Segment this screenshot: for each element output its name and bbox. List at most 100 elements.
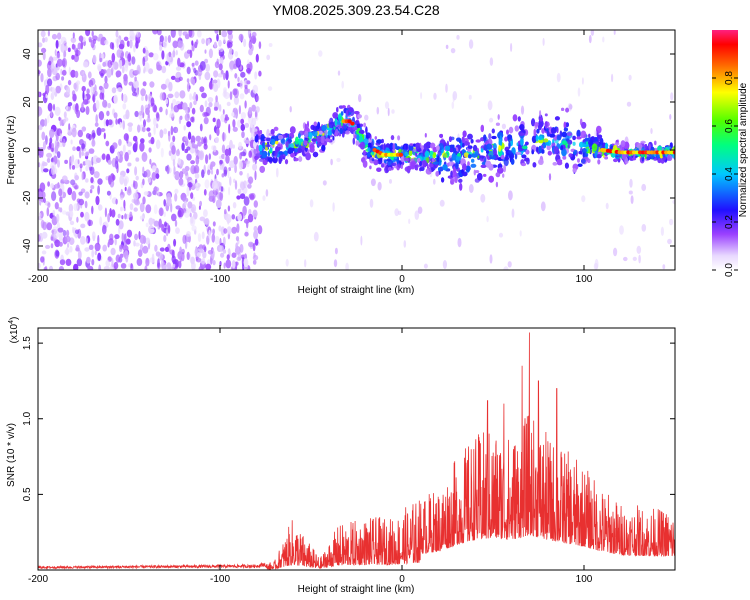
spectrogram-cell bbox=[81, 102, 84, 112]
spectrogram-cell bbox=[124, 151, 129, 162]
spectrogram-cell bbox=[122, 144, 126, 154]
spectrogram-cell bbox=[483, 134, 487, 141]
spectrogram-cell bbox=[672, 199, 675, 205]
spectrogram-cell bbox=[582, 148, 587, 154]
spectrogram-cell bbox=[186, 146, 191, 151]
spectrogram-cell bbox=[248, 39, 253, 50]
spectrogram-cell bbox=[82, 61, 89, 68]
spectrogram-cell bbox=[495, 122, 500, 126]
spectrogram-cell bbox=[117, 151, 120, 160]
spectrogram-cell bbox=[145, 204, 152, 214]
spectrogram-cell bbox=[242, 205, 247, 216]
spectrogram-cell bbox=[467, 133, 473, 140]
spectrogram-cell bbox=[232, 202, 237, 209]
spectrogram-cell bbox=[156, 64, 163, 71]
spectrogram-cell bbox=[289, 143, 294, 149]
spectrogram-cell bbox=[134, 110, 139, 118]
spectrogram-cell bbox=[71, 190, 77, 201]
spectrogram-cell bbox=[203, 138, 207, 144]
spectrogram-cell bbox=[588, 139, 594, 146]
spectrogram-cell bbox=[58, 241, 63, 247]
spectrogram-cell bbox=[226, 254, 230, 260]
spectrogram-cell bbox=[343, 125, 347, 130]
spectrogram-cell bbox=[221, 30, 227, 38]
spectrogram-cell bbox=[74, 70, 79, 78]
spectrogram-cell bbox=[81, 150, 84, 157]
spectrogram-cell bbox=[65, 104, 69, 111]
spectrogram-cell bbox=[140, 95, 144, 101]
spectrogram-cell bbox=[546, 130, 550, 137]
spectrogram-cell bbox=[579, 141, 584, 148]
spectrogram-cell bbox=[248, 241, 254, 248]
spectrogram-cell bbox=[470, 163, 477, 168]
spectrogram-cell bbox=[199, 200, 203, 207]
spectrogram-cell bbox=[49, 128, 55, 138]
spectrogram-cell bbox=[488, 133, 492, 140]
spectrogram-cell bbox=[143, 191, 149, 196]
spectrogram-cell bbox=[73, 203, 78, 212]
spectrogram-cell bbox=[43, 168, 49, 173]
spectrogram-cell bbox=[142, 47, 146, 54]
snr-frame bbox=[37, 327, 676, 571]
spectrogram-cell bbox=[38, 234, 41, 242]
spectrogram-cell bbox=[358, 135, 364, 144]
spectrogram-cell bbox=[127, 186, 132, 194]
spectrogram-cell bbox=[151, 253, 155, 262]
spectrogram-cell bbox=[203, 189, 207, 196]
spectrogram-cell bbox=[195, 145, 198, 154]
spectrogram-cell bbox=[161, 223, 165, 232]
spectrogram-cell bbox=[165, 98, 169, 105]
svg-text:(x104): (x104) bbox=[8, 317, 20, 344]
spectrogram-cell bbox=[123, 73, 128, 82]
spectrogram-cell bbox=[71, 43, 75, 50]
spectrogram-cell bbox=[475, 170, 480, 174]
spectrogram-cell bbox=[121, 232, 125, 242]
spectrogram-cell bbox=[320, 135, 325, 144]
spectrogram-cell bbox=[59, 259, 66, 266]
spectrogram-cell bbox=[65, 247, 69, 256]
spectrogram-cell bbox=[207, 38, 211, 45]
spectrogram-cell bbox=[611, 73, 614, 83]
spectrogram-cell bbox=[159, 92, 165, 101]
spectrogram-cell bbox=[134, 242, 140, 247]
spectrogram-cell bbox=[488, 175, 495, 183]
spectrogram-cell bbox=[486, 215, 489, 223]
spectrogram-cell bbox=[115, 218, 120, 226]
spectrogram-cell bbox=[563, 121, 567, 129]
spectrogram-cell bbox=[671, 153, 675, 159]
spectrogram-cell bbox=[613, 158, 618, 163]
spectrogram-cell bbox=[207, 97, 214, 103]
spectrogram-cell bbox=[148, 68, 154, 75]
spectrogram-cell bbox=[356, 123, 361, 129]
spectrogram-cell bbox=[549, 133, 556, 138]
spectrogram-cell bbox=[50, 243, 54, 249]
spectrogram-cell bbox=[396, 162, 401, 171]
spectrogram-cell bbox=[145, 257, 150, 267]
spectrogram-cell bbox=[206, 235, 210, 245]
spectrogram-cell bbox=[285, 140, 289, 148]
spectrogram-cell bbox=[38, 162, 41, 168]
spectrogram-cell bbox=[501, 123, 506, 130]
spectrogram-cell bbox=[77, 129, 84, 138]
spectrogram-cell bbox=[70, 73, 75, 78]
spectrogram-cell bbox=[444, 145, 451, 151]
spectrogram-cell bbox=[50, 183, 54, 189]
spectrogram-cell bbox=[235, 57, 242, 68]
spectrogram-cell bbox=[626, 101, 632, 107]
spectrogram-cell bbox=[456, 34, 460, 40]
spectrogram-cell bbox=[101, 153, 106, 160]
spectrogram-cell bbox=[71, 54, 75, 60]
spectrogram-cell bbox=[106, 110, 110, 117]
spectrogram-cell bbox=[520, 138, 524, 146]
spectrogram-cell bbox=[199, 123, 203, 132]
spectrogram-cell bbox=[451, 152, 457, 161]
spectrogram-cell bbox=[174, 91, 180, 99]
spectrogram-cell bbox=[266, 54, 271, 60]
spectrogram-cell bbox=[209, 164, 213, 171]
spectrogram-cell bbox=[225, 70, 229, 81]
spectrogram-cell bbox=[436, 155, 440, 163]
spectrogram-cell bbox=[429, 142, 436, 149]
spectrogram-cell bbox=[334, 247, 338, 255]
spectrogram-cell bbox=[85, 106, 90, 115]
spectrogram-cell bbox=[354, 111, 360, 115]
